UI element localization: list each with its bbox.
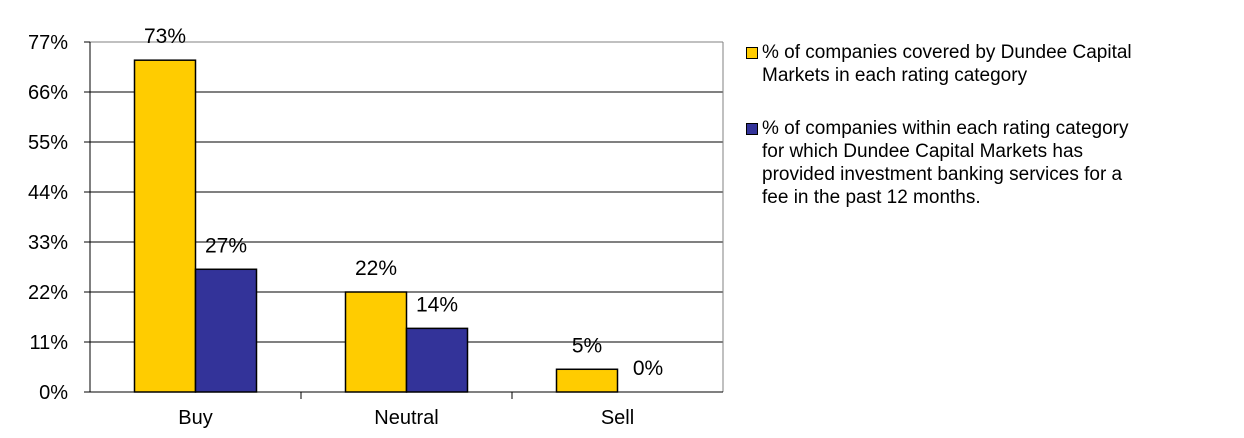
x-axis-ticks: Buy Neutral Sell	[178, 407, 634, 429]
y-tick-label: 33%	[28, 232, 68, 254]
x-tick-label: Neutral	[374, 407, 438, 429]
x-tick-label: Sell	[601, 407, 634, 429]
y-tick-label: 55%	[28, 132, 68, 154]
bar-series2-neutral	[405, 327, 469, 393]
x-tick-label: Buy	[178, 407, 212, 429]
y-tick-label: 0%	[39, 382, 68, 404]
data-label: 73%	[144, 25, 186, 48]
bar-series2-buy	[194, 268, 258, 393]
y-tick-label: 11%	[29, 332, 68, 354]
data-label: 14%	[416, 293, 458, 316]
legend-label-banking: % of companies within each rating catego…	[762, 118, 1129, 208]
data-label: 5%	[572, 334, 602, 357]
y-axis-ticks: 0% 11% 22% 33% 44% 55% 66% 77%	[28, 32, 68, 404]
data-labels: 73% 27% 22% 14% 5% 0%	[144, 25, 663, 380]
legend: % of companies covered by Dundee Capital…	[746, 41, 1244, 239]
axes	[84, 41, 724, 399]
legend-label-coverage: % of companies covered by Dundee Capital…	[762, 42, 1132, 86]
data-label: 22%	[355, 257, 397, 280]
bar-chart: 0% 11% 22% 33% 44% 55% 66% 77% Buy Neutral Sell 7…	[28, 25, 724, 429]
y-tick-label: 77%	[28, 32, 68, 54]
y-tick-label: 22%	[28, 282, 68, 304]
data-label: 0%	[633, 357, 663, 380]
y-tick-label: 44%	[28, 182, 68, 204]
bar-series1-sell	[555, 368, 619, 393]
bar-series1-neutral	[344, 291, 408, 393]
legend-item-coverage: % of companies covered by Dundee Capital…	[746, 41, 1244, 87]
data-label: 27%	[205, 234, 247, 257]
legend-swatch-coverage	[746, 47, 758, 59]
legend-swatch-banking	[746, 123, 758, 135]
bar-series1-buy	[133, 59, 197, 393]
y-tick-label: 66%	[28, 82, 68, 104]
legend-item-banking: % of companies within each rating catego…	[746, 117, 1244, 209]
